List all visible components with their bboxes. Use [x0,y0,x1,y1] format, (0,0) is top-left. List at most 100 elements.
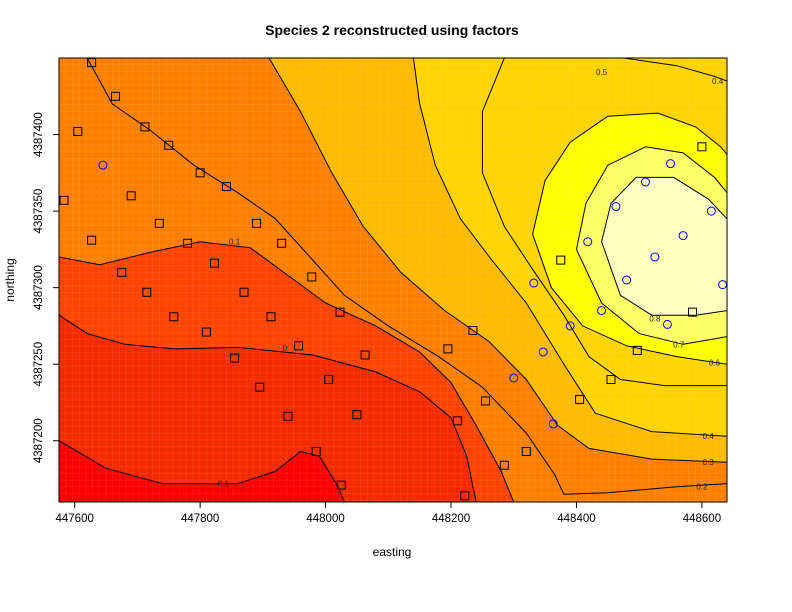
square-marker [164,140,174,150]
contour-label: 0.7 [673,340,685,349]
square-marker [210,258,220,268]
circle-marker [662,319,672,329]
square-marker [324,375,334,385]
square-marker [468,326,478,336]
contour-line [481,58,727,387]
circle-marker [509,373,519,383]
circle-marker [666,159,676,169]
square-marker [697,142,707,152]
square-marker [335,307,345,317]
square-marker [255,382,265,392]
circle-marker [597,306,607,316]
square-marker [307,272,317,282]
square-marker [252,218,262,228]
sample-markers [59,58,727,501]
square-marker [460,491,470,501]
square-marker [169,312,179,322]
y-axis: 4387200 4387250 4387300 4387350 4387400 [33,112,59,463]
square-marker [311,446,321,456]
square-marker [352,410,362,420]
plot-area: -0.1 0 0.1 0.2 0.3 0.4 0.5 0.4 0.6 0.7 0.8 [59,58,727,502]
square-marker [336,480,346,490]
square-marker [294,341,304,351]
chart-title: Species 2 reconstructed using factors [265,22,519,38]
square-marker [556,255,566,265]
heat-band [601,177,727,316]
square-marker [230,353,240,363]
y-tick-label: 4387200 [33,418,45,463]
contour-label: 0.8 [649,314,661,323]
contour-label: 0.3 [703,458,715,467]
square-marker [110,91,120,101]
circle-marker [583,237,593,247]
square-marker [87,235,97,245]
x-tick-label: 448600 [683,513,721,525]
square-marker [277,238,287,248]
square-marker [452,416,462,426]
x-tick-label: 448400 [557,513,595,525]
y-axis-label: northing [3,258,17,301]
contour-label: -0.1 [215,480,229,489]
square-marker [239,287,249,297]
y-tick-label: 4387400 [33,112,45,157]
x-axis: 447600 447800 448000 448200 448400 448600 [55,502,721,525]
contour-line [59,440,345,502]
x-axis-label: easting [373,545,412,559]
heat-band [59,440,345,502]
contour-line [623,58,727,82]
square-marker [195,168,205,178]
circle-marker [650,252,660,262]
square-marker [142,287,152,297]
contour-lines: -0.1 0 0.1 0.2 0.3 0.4 0.5 0.4 0.6 0.7 0.8 [59,58,727,502]
square-marker [73,126,83,136]
square-marker [87,58,97,68]
heat-band [59,315,477,502]
square-marker [183,238,193,248]
contour-label: 0.1 [229,238,241,247]
square-marker [499,460,509,470]
x-tick-label: 447600 [55,513,93,525]
contour-line [86,58,727,495]
circle-marker [529,278,539,288]
circle-marker [538,347,548,357]
square-marker [632,345,642,355]
contour-label: 0.6 [709,359,721,368]
square-marker [521,446,531,456]
contour-line [576,146,727,345]
square-marker [154,218,164,228]
circle-marker [98,160,108,170]
y-tick-label: 4387300 [33,265,45,310]
contour-label: 0.2 [696,483,708,492]
x-tick-label: 448200 [432,513,470,525]
square-marker [360,350,370,360]
circle-marker [565,321,575,331]
plot-frame [58,57,728,503]
circle-marker [706,206,716,216]
contour-line [601,176,727,316]
square-marker [59,195,69,205]
circle-marker [622,275,632,285]
square-marker [606,375,616,385]
contour-line [412,58,727,437]
square-marker [266,312,276,322]
contour-label: 0.5 [596,68,608,77]
x-tick-label: 448000 [306,513,344,525]
heatmap-surface [59,58,727,502]
circle-marker [548,419,558,429]
square-marker [117,267,127,277]
contour-label: 0 [283,343,288,352]
square-marker [688,307,698,317]
circle-marker [678,231,688,241]
x-tick-label: 447800 [181,513,219,525]
y-tick-label: 4387350 [33,189,45,234]
contour-line [532,112,727,365]
square-marker [140,122,150,132]
circle-marker [640,177,650,187]
contour-label: 0.4 [703,432,715,441]
square-marker [283,411,293,421]
circle-marker [611,202,621,212]
contour-line [59,241,515,502]
square-marker [221,182,231,192]
contour-line [59,314,477,502]
